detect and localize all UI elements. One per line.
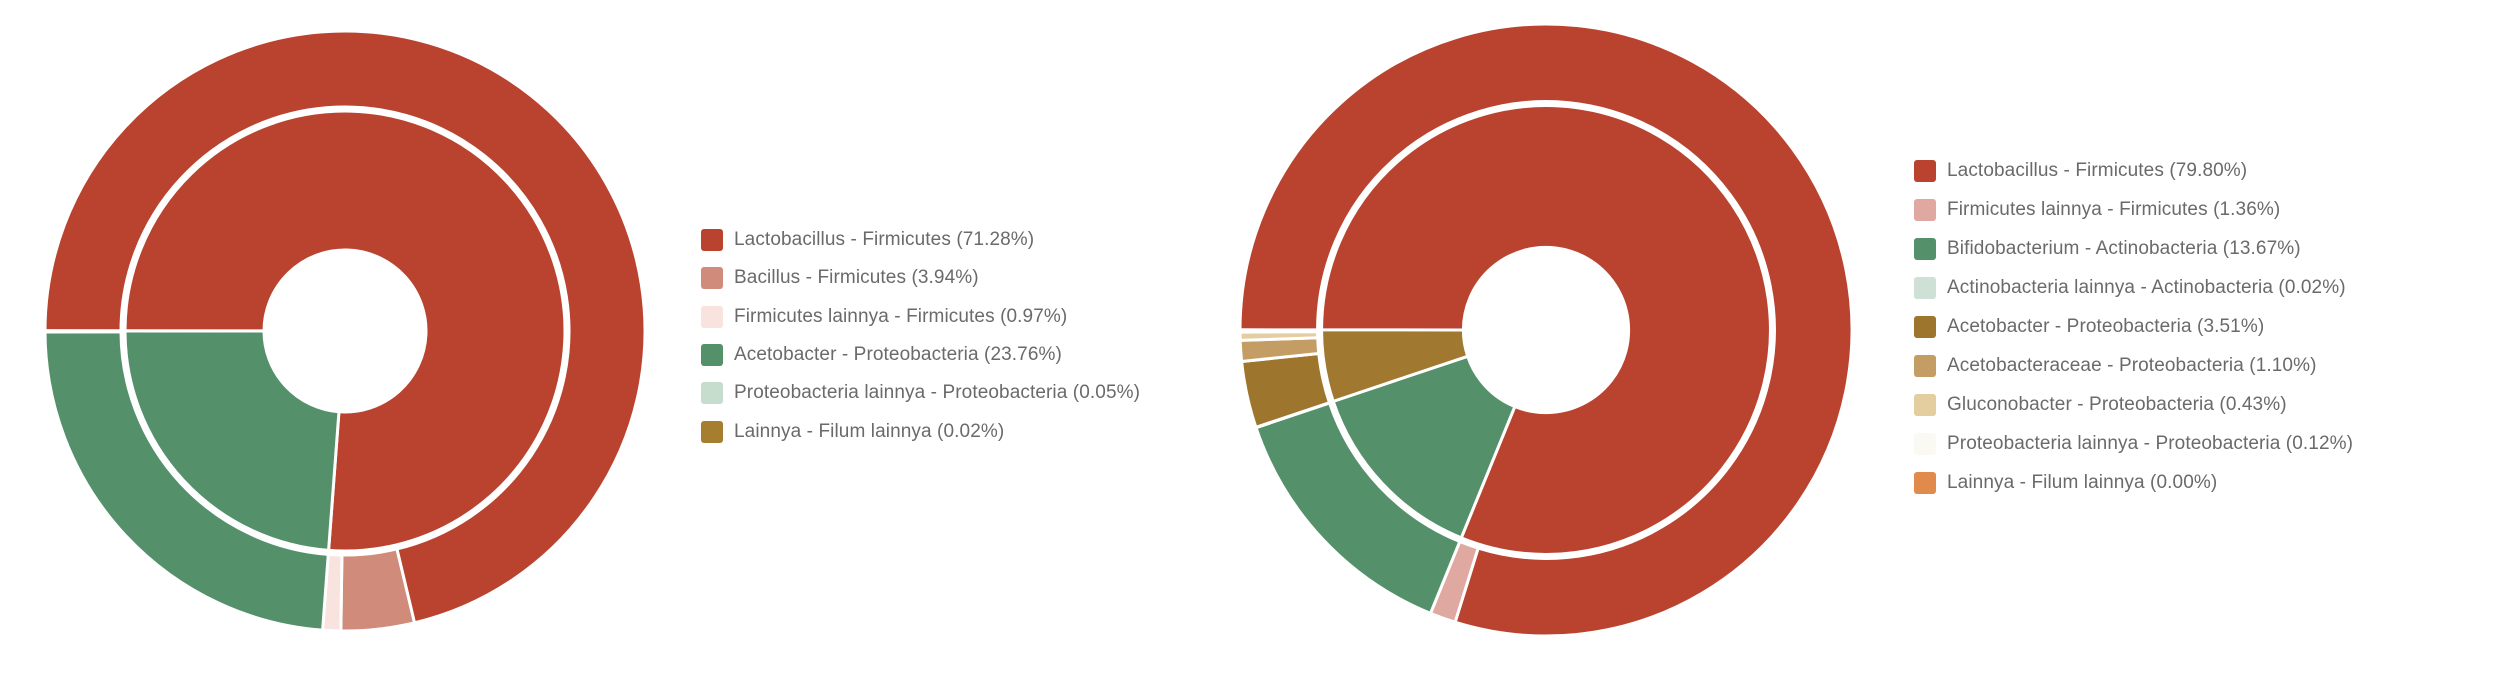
- legend-label: Acetobacteraceae - Proteobacteria (1.10%…: [1947, 355, 2317, 377]
- slice-inner-proteobacteria[interactable]: [1320, 328, 1470, 403]
- sunburst-chart-2: [1238, 22, 1854, 638]
- slice-inner-firmicutes[interactable]: [123, 109, 567, 553]
- legend-label: Firmicutes lainnya - Firmicutes (1.36%): [1947, 198, 2281, 220]
- slice-outer-proteobacteria-lainnya-proteobacteria-0-12[interactable]: [1238, 328, 1320, 334]
- legend-item-acetobacter[interactable]: Acetobacter - Proteobacteria (23.76%): [701, 336, 1140, 374]
- legend-item-firmicutes-lainnya[interactable]: Firmicutes lainnya - Firmicutes (1.36%): [1914, 190, 2353, 229]
- legend-item-gluconobacter[interactable]: Gluconobacter - Proteobacteria (0.43%): [1914, 386, 2353, 425]
- legend-item-lainnya[interactable]: Lainnya - Filum lainnya (0.02%): [701, 412, 1140, 450]
- legend-item-lainnya[interactable]: Lainnya - Filum lainnya (0.00%): [1914, 464, 2353, 503]
- legend-item-acetobacter[interactable]: Acetobacter - Proteobacteria (3.51%): [1914, 307, 2353, 346]
- legend-swatch: [1914, 237, 1936, 260]
- legend-swatch: [701, 267, 723, 290]
- legend-label: Lactobacillus - Firmicutes (79.80%): [1947, 159, 2248, 181]
- slice-inner-firmicutes[interactable]: [1320, 104, 1772, 556]
- legend-label: Gluconobacter - Proteobacteria (0.43%): [1947, 394, 2287, 416]
- legend-swatch: [701, 305, 723, 328]
- legend-item-acetobacteraceae[interactable]: Acetobacteraceae - Proteobacteria (1.10%…: [1914, 346, 2353, 385]
- legend-swatch: [1914, 198, 1936, 221]
- legend-swatch: [1914, 159, 1936, 182]
- slice-inner-proteobacteria[interactable]: [123, 329, 341, 552]
- slice-outer-acetobacter-proteobacteria-23-76[interactable]: [43, 330, 330, 632]
- legend-swatch: [701, 382, 723, 405]
- legend-label: Bacillus - Firmicutes (3.94%): [734, 267, 979, 289]
- legend-1: Lactobacillus - Firmicutes (71.28%) Bacil…: [701, 221, 1140, 451]
- slice-inner-actinobacteria[interactable]: [1331, 354, 1517, 540]
- legend-item-lactobacillus[interactable]: Lactobacillus - Firmicutes (71.28%): [701, 221, 1140, 259]
- legend-swatch: [1914, 276, 1936, 299]
- legend-swatch: [1914, 315, 1936, 338]
- legend-label: Bifidobacterium - Actinobacteria (13.67%…: [1947, 237, 2301, 259]
- legend-label: Actinobacteria lainnya - Actinobacteria …: [1947, 276, 2346, 298]
- legend-label: Lainnya - Filum lainnya (0.00%): [1947, 472, 2218, 494]
- legend-2: Lactobacillus - Firmicutes (79.80%) Firmi…: [1914, 151, 2353, 503]
- legend-item-bacillus[interactable]: Bacillus - Firmicutes (3.94%): [701, 259, 1140, 297]
- legend-swatch: [1914, 472, 1936, 495]
- legend-label: Acetobacter - Proteobacteria (23.76%): [734, 344, 1062, 366]
- legend-swatch: [701, 344, 723, 367]
- legend-swatch: [1914, 394, 1936, 417]
- legend-label: Firmicutes lainnya - Firmicutes (0.97%): [734, 305, 1068, 327]
- legend-item-actinobacteria-lainnya[interactable]: Actinobacteria lainnya - Actinobacteria …: [1914, 268, 2353, 307]
- slice-outer-lactobacillus-firmicutes-71-28[interactable]: [43, 29, 647, 625]
- slice-outer-lactobacillus-firmicutes-79-80[interactable]: [1238, 22, 1854, 638]
- legend-label: Acetobacter - Proteobacteria (3.51%): [1947, 315, 2265, 337]
- legend-label: Lactobacillus - Firmicutes (71.28%): [734, 229, 1035, 251]
- legend-swatch: [701, 420, 723, 443]
- legend-label: Proteobacteria lainnya - Proteobacteria …: [1947, 433, 2354, 455]
- sunburst-chart-1: [43, 29, 647, 633]
- legend-label: Proteobacteria lainnya - Proteobacteria …: [734, 382, 1141, 404]
- legend-swatch: [1914, 433, 1936, 456]
- legend-item-proteobacteria-lainnya[interactable]: Proteobacteria lainnya - Proteobacteria …: [701, 374, 1140, 412]
- legend-item-bifidobacterium[interactable]: Bifidobacterium - Actinobacteria (13.67%…: [1914, 229, 2353, 268]
- legend-item-proteobacteria-lainnya[interactable]: Proteobacteria lainnya - Proteobacteria …: [1914, 425, 2353, 464]
- legend-item-lactobacillus[interactable]: Lactobacillus - Firmicutes (79.80%): [1914, 151, 2353, 190]
- legend-item-firmicutes-lainnya[interactable]: Firmicutes lainnya - Firmicutes (0.97%): [701, 298, 1140, 336]
- legend-label: Lainnya - Filum lainnya (0.02%): [734, 420, 1005, 442]
- legend-swatch: [1914, 355, 1936, 378]
- legend-swatch: [701, 229, 723, 252]
